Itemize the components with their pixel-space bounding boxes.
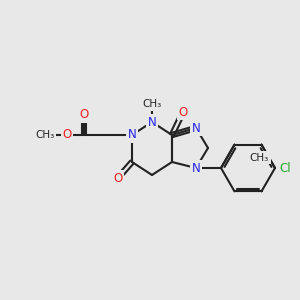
Text: O: O [80, 109, 88, 122]
Text: CH₃: CH₃ [250, 153, 269, 163]
Text: CH₃: CH₃ [142, 99, 162, 109]
Text: CH₃: CH₃ [35, 130, 55, 140]
Text: O: O [178, 106, 188, 118]
Text: N: N [192, 161, 200, 175]
Text: N: N [128, 128, 136, 142]
Text: N: N [192, 122, 200, 134]
Text: Cl: Cl [279, 161, 291, 175]
Text: O: O [62, 128, 72, 142]
Text: O: O [113, 172, 123, 184]
Text: N: N [148, 116, 156, 128]
